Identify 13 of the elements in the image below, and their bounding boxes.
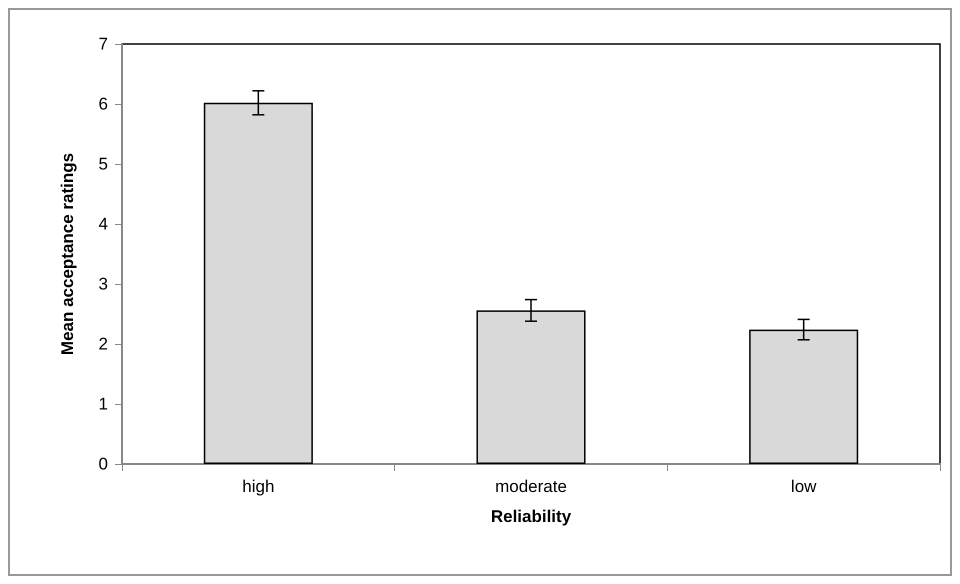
y-tick-label: 2 [98,334,108,354]
y-axis-title: Mean acceptance ratings [58,152,77,356]
y-tick-label: 5 [98,154,108,174]
y-tick-label: 7 [98,34,108,54]
x-tick-label: high [242,477,274,496]
x-tick-label: low [790,477,818,496]
x-tick-label: moderate [495,477,567,496]
y-tick-label: 0 [98,454,108,474]
y-tick-label: 4 [98,214,108,234]
x-axis-title: Reliability [490,507,572,526]
y-tick-label: 6 [98,94,108,114]
y-tick-label: 3 [98,274,108,294]
y-tick-label: 1 [98,394,108,414]
